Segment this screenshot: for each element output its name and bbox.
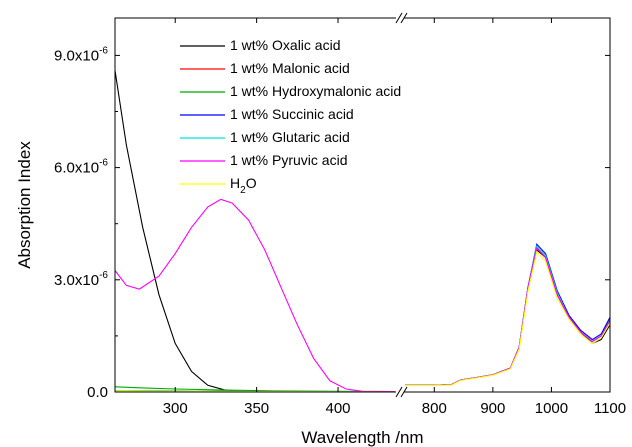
plot-lines xyxy=(114,70,611,393)
y-axis-label: Absorption Index xyxy=(15,141,34,269)
series-7-line-right xyxy=(405,250,611,387)
break-slash-bottom xyxy=(395,386,403,398)
series-4-line-right xyxy=(405,243,611,386)
legend-label: 1 wt% Glutaric acid xyxy=(230,129,350,145)
y-tick-label: 3.0x10-6 xyxy=(54,270,108,289)
x-tick-label: 1100 xyxy=(594,400,626,417)
legend-label: 1 wt% Hydroxymalonic acid xyxy=(230,83,401,99)
legend-label: 1 wt% Pyruvic acid xyxy=(230,152,347,168)
x-tick-label: 800 xyxy=(422,400,447,417)
x-tick-label: 400 xyxy=(326,400,351,417)
y-tick-label: 9.0x10-6 xyxy=(54,45,108,64)
break-slash-top xyxy=(395,12,403,24)
legend: 1 wt% Oxalic acid 1 wt% Malonic acid 1 wt%… xyxy=(180,37,401,196)
series-6-line-right xyxy=(405,246,611,386)
axis-ticks: 300 350 400 800 900 1000 1100 0.0 3.0x10-6 6.0x10… xyxy=(54,18,626,417)
legend-label: 1 wt% Oxalic acid xyxy=(230,37,340,53)
x-tick-label: 900 xyxy=(480,400,505,417)
break-gap-top xyxy=(396,15,404,21)
break-slash-bottom xyxy=(400,386,408,398)
series-5-line-right xyxy=(405,244,611,386)
series-2-line-right xyxy=(405,246,611,386)
y-tick-label: 6.0x10-6 xyxy=(54,158,108,177)
series-1-line-right xyxy=(405,248,611,386)
plot-frame xyxy=(114,17,611,393)
x-tick-label: 350 xyxy=(244,400,269,417)
x-tick-label: 300 xyxy=(163,400,188,417)
legend-label: 1 wt% Succinic acid xyxy=(230,106,354,122)
break-slash-top xyxy=(400,12,408,24)
x-tick-label: 1000 xyxy=(535,400,568,417)
series-3-line-right xyxy=(405,244,611,386)
series-6-line-left xyxy=(114,198,396,393)
axis-break-mark xyxy=(395,12,408,398)
x-axis-label: Wavelength /nm xyxy=(301,428,423,447)
legend-label: 1 wt% Malonic acid xyxy=(230,60,350,76)
legend-label: H2O xyxy=(230,175,257,196)
y-tick-label: 0.0 xyxy=(87,384,108,401)
break-gap-bottom xyxy=(396,389,404,395)
